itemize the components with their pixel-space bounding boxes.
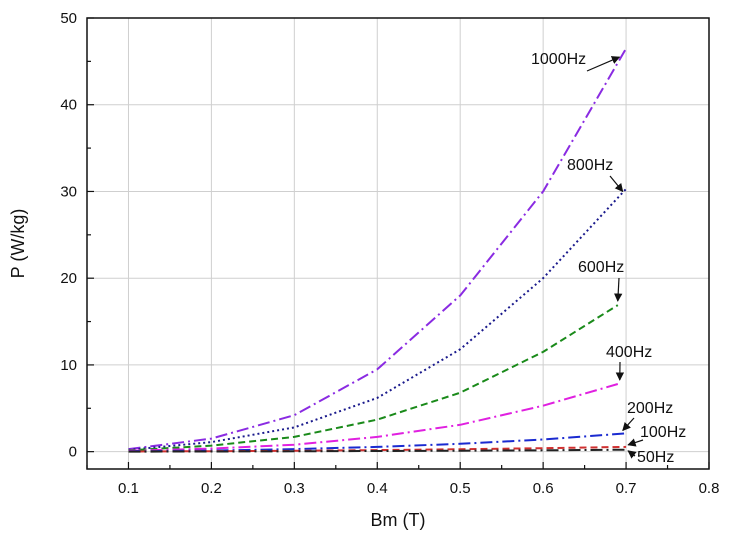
x-axis-title: Bm (T)	[371, 510, 426, 530]
annotation-arrow-200Hz	[622, 417, 635, 432]
annotation-arrow-100Hz	[627, 438, 644, 447]
series-line-800Hz	[128, 188, 627, 451]
annotation-arrow-50Hz	[627, 450, 637, 459]
y-axis-title: P (W/kg)	[8, 209, 28, 279]
x-tick-label: 0.4	[367, 480, 388, 497]
x-tick-label: 0.7	[616, 480, 637, 497]
series-label-50Hz: 50Hz	[637, 449, 674, 466]
x-tick-label: 0.1	[118, 480, 139, 497]
axis-ticks	[86, 17, 710, 469]
tick-labels: 0.1 0.2 0.3 0.4 0.5 0.6 0.7 0.8 0 10 20 30 40 50	[60, 10, 719, 497]
series-group	[128, 47, 627, 453]
series-line-1000Hz	[128, 47, 627, 451]
x-tick-label: 0.6	[533, 480, 554, 497]
series-line-50Hz	[128, 448, 627, 453]
y-tick-label: 50	[60, 10, 77, 27]
x-tick-label: 0.5	[450, 480, 471, 497]
series-label-600Hz: 600Hz	[578, 259, 624, 276]
series-label-400Hz: 400Hz	[606, 344, 652, 361]
x-tick-label: 0.2	[201, 480, 222, 497]
annotation-arrow-1000Hz	[586, 56, 621, 72]
y-tick-label: 40	[60, 97, 77, 114]
series-line-600Hz	[128, 304, 619, 452]
y-tick-label: 0	[69, 444, 77, 461]
annotations: 1000Hz 800Hz 600Hz 400Hz 200Hz 100Hz 50Hz	[531, 51, 686, 466]
series-label-1000Hz: 1000Hz	[531, 51, 586, 68]
y-tick-label: 10	[60, 357, 77, 374]
y-tick-label: 20	[60, 270, 77, 287]
series-label-200Hz: 200Hz	[627, 400, 673, 417]
series-label-100Hz: 100Hz	[640, 424, 686, 441]
annotation-arrow-800Hz	[609, 175, 624, 193]
series-label-800Hz: 800Hz	[567, 157, 613, 174]
x-tick-label: 0.3	[284, 480, 305, 497]
series-line-400Hz	[128, 383, 619, 452]
annotation-arrow-600Hz	[613, 277, 623, 302]
plot-frame	[86, 17, 710, 470]
x-tick-label: 0.8	[699, 480, 720, 497]
y-tick-label: 30	[60, 183, 77, 200]
